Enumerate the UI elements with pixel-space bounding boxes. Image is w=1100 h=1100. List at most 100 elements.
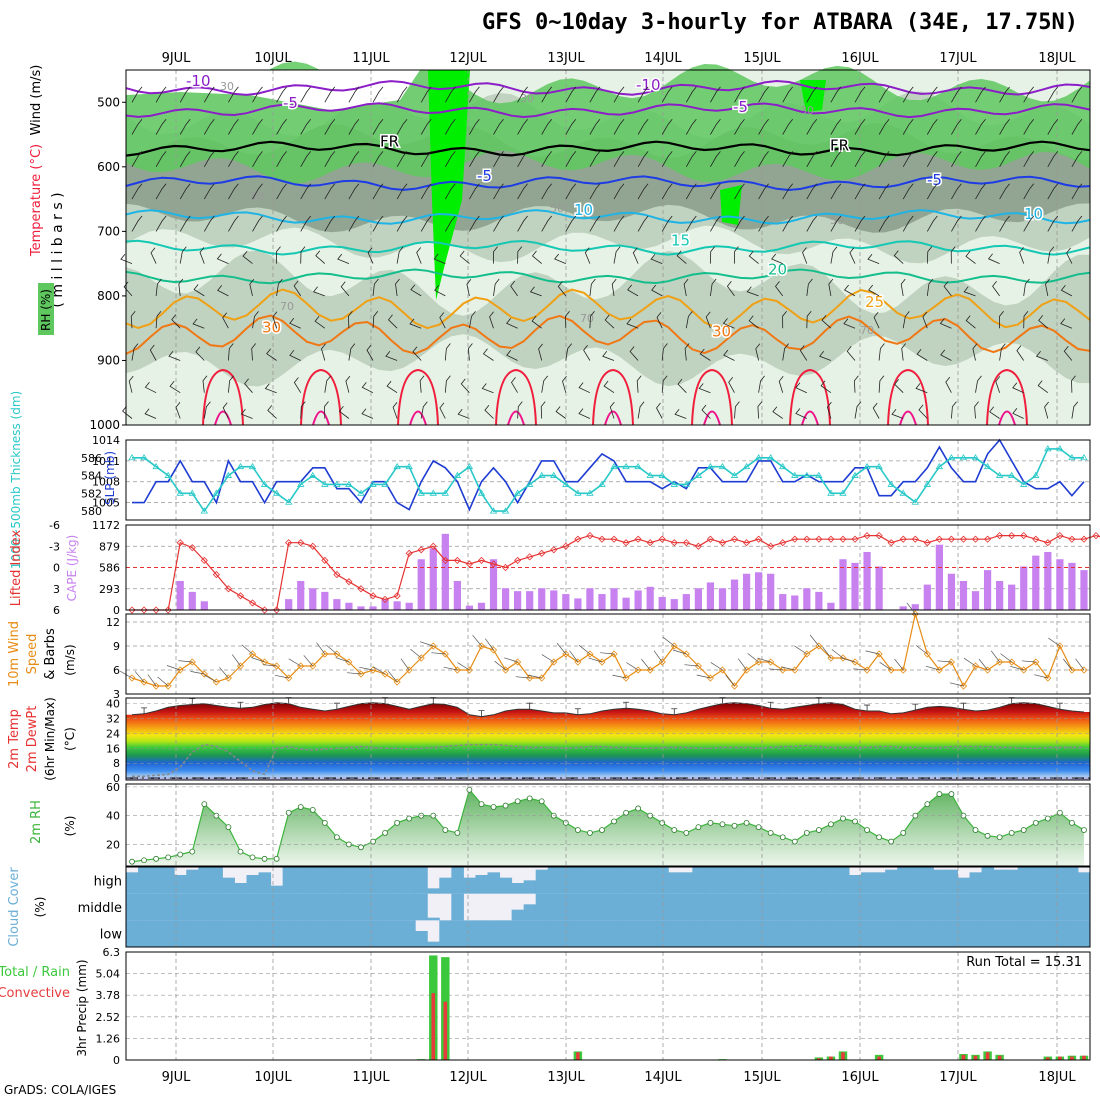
cloud-high-bar [535, 869, 549, 894]
rh-shading [126, 250, 1090, 387]
wind-barb [854, 86, 866, 103]
temperature-contour-label: -5 [733, 98, 748, 116]
wind-barb [1047, 246, 1055, 264]
cloud-high-bar [608, 867, 621, 894]
cloud-low-bar [849, 920, 862, 947]
precip-tick-label: 3.78 [96, 989, 121, 1002]
rh-point [852, 818, 858, 825]
wind-barb [396, 151, 408, 167]
wind-barb [276, 86, 287, 103]
cloud-middle-bar [1041, 893, 1055, 921]
wind-barb [228, 183, 239, 200]
cape-bar [285, 599, 293, 610]
date-label-top: 9JUL [162, 51, 192, 66]
wind-speed-point [1008, 658, 1016, 666]
thickness-point [538, 471, 546, 478]
cloud-low-bar [162, 920, 175, 947]
wind-barb [300, 118, 312, 135]
cloud-middle-bar [993, 893, 1007, 921]
cloud-middle-bar [644, 893, 657, 921]
thickness-point [164, 471, 172, 478]
cloud-high-bar [1017, 867, 1031, 894]
wind-barb [314, 315, 326, 329]
temp-minmax-marker [333, 702, 340, 710]
cloud-high-bar [571, 867, 585, 894]
cape-bar [694, 588, 702, 610]
cloud-middle-bar [222, 893, 235, 921]
cape-tick-label: 879 [99, 540, 120, 553]
wind-barb [602, 351, 615, 361]
temperature-contour [125, 288, 1091, 330]
wind-barb [168, 350, 181, 361]
lifted-index-point [586, 532, 594, 540]
thickness-point [489, 507, 498, 514]
thickness-point [610, 462, 618, 470]
wind-barb [795, 408, 807, 419]
wind-barb [650, 253, 663, 264]
wind-barb [228, 215, 239, 232]
wind-barb [155, 215, 167, 232]
li-tick-label: 0 [53, 562, 60, 575]
wind-barb [710, 118, 721, 135]
date-label-top: 12JUL [449, 51, 487, 66]
cloud-band-label: high [94, 874, 122, 889]
thickness-point [381, 480, 389, 487]
wind-barb [493, 151, 504, 167]
wind-barb [771, 253, 783, 264]
wind-barb [122, 405, 133, 419]
temperature-contour [125, 209, 1091, 225]
wind-speed-point [706, 674, 714, 682]
cloud-high-bar [945, 869, 958, 894]
wind-barb [609, 401, 615, 419]
rh-point [948, 791, 955, 797]
wind-barb [144, 382, 157, 394]
cape-bar [417, 559, 425, 610]
thickness-point [1080, 454, 1088, 461]
cloud-high-bar [812, 867, 826, 894]
wind-speed-point [441, 650, 449, 658]
wind-barb [252, 118, 263, 135]
wind-barb [902, 311, 910, 329]
wind-barb [999, 310, 1004, 329]
cloud-high-bar [318, 867, 332, 894]
thickness-point [706, 462, 715, 470]
temperature-contour-hot [801, 410, 819, 426]
lifted-index-point [598, 535, 606, 543]
wind-barb [637, 86, 649, 103]
wind-barb [541, 654, 554, 663]
wind-barb [155, 151, 167, 167]
lifted-index-point [200, 556, 208, 564]
lifted-index-point [863, 532, 871, 540]
wind-barb [361, 382, 374, 394]
wind-barb [854, 151, 866, 167]
wind-barb [578, 644, 591, 655]
wind-barb [830, 246, 838, 264]
thickness-tick-label: 586 [81, 452, 102, 465]
lifted-index-point [465, 560, 473, 568]
cloud-cover-frame [125, 866, 1091, 948]
wind-barb [419, 641, 434, 647]
cloud-high-bar [836, 867, 850, 894]
lifted-index-point [357, 585, 365, 593]
cloud-high-bar [463, 877, 476, 894]
cloud-middle-bar [330, 893, 344, 921]
cloud-low-bar [367, 920, 380, 947]
wind-barb [854, 215, 866, 232]
wind-barb [531, 315, 542, 329]
wind-axis-label: Speed [25, 634, 40, 675]
thickness-point [827, 489, 835, 496]
cloud-middle-bar [415, 893, 428, 921]
cloud-high-bar [583, 867, 597, 894]
cloud-middle-bar [234, 893, 247, 921]
wind-barb [1023, 151, 1035, 167]
wind-speed-point [574, 658, 582, 666]
cloud-high-bar [475, 875, 488, 894]
rh-point [611, 818, 617, 825]
cape-bar [911, 604, 919, 610]
cloud-middle-bar [379, 893, 392, 921]
wind-barb [878, 86, 890, 103]
thickness-point [321, 480, 329, 487]
cloud-low-bar [475, 920, 488, 947]
wind-barb [926, 118, 938, 135]
rh-point [1032, 819, 1039, 826]
